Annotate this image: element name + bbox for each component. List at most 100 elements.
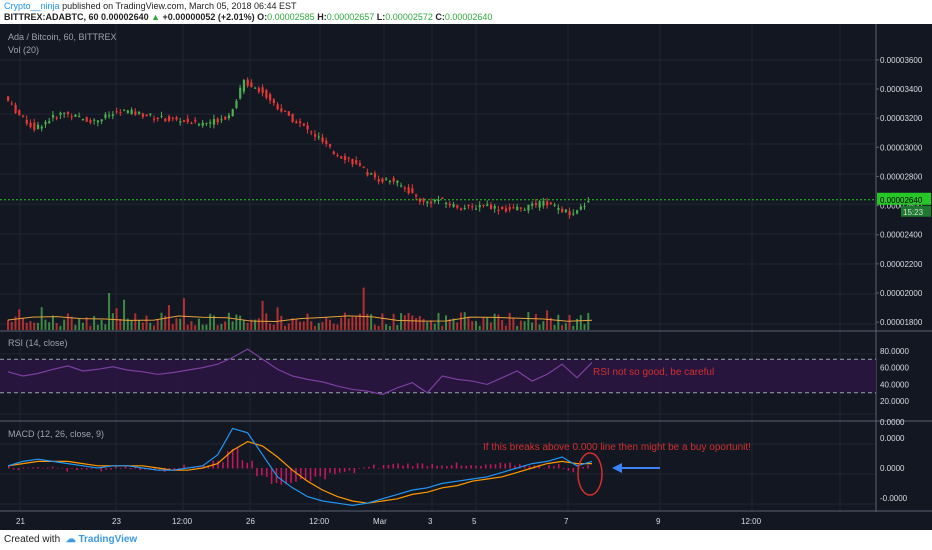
volume-bar [291,318,294,330]
author-link[interactable]: Crypto__ninja [4,1,60,11]
main-pane-title: Ada / Bitcoin, 60, BITTREX [8,32,117,42]
volume-bar [190,321,193,330]
volume-bar [486,317,489,330]
candle-body [516,206,519,211]
volume-bar [366,313,369,330]
candle-body [44,121,47,125]
time-tick-label: 12:00 [309,517,330,526]
candle-body [519,207,523,209]
macd-histogram-bar [42,467,44,469]
volume-bar [59,325,62,330]
candle-body [433,199,436,202]
price-tick-label: 0.00002800 [880,172,923,181]
macd-histogram-bar [129,468,132,470]
macd-histogram-bar [192,467,195,469]
open-label: O: [257,12,268,22]
candle-body [366,171,369,176]
low-value: 0.00002572 [385,12,433,22]
time-tick-label: 3 [428,517,433,526]
volume-bar [55,322,58,330]
macd-histogram-bar [231,448,234,469]
candle-body [392,177,395,182]
macd-histogram-bar [407,463,409,469]
volume-bar [325,317,328,330]
candle-body [381,178,384,182]
volume-bar [7,319,9,330]
macd-histogram-bar [183,464,185,469]
macd-histogram-bar [12,468,15,470]
quote-line: BITTREX:ADABTC, 60 0.00002640 ▲ +0.00000… [4,12,492,22]
candle-body [336,155,339,157]
volume-bar [156,319,159,330]
candle-body [579,206,582,210]
volume-bar [126,318,129,330]
candle-body [557,208,560,210]
candle-body [272,99,275,104]
volume-bar [66,313,69,330]
candle-body [448,203,451,206]
candle-body [201,122,204,126]
candle-body [254,87,257,89]
macd-histogram-bar [446,465,448,469]
candle-body [411,188,414,193]
macd-pane-title: MACD (12, 26, close, 9) [8,429,104,439]
macd-histogram-bar [465,465,468,469]
candle-body [220,119,223,121]
candle-body [418,198,421,202]
candle-body [587,201,590,203]
volume-bar [564,323,567,330]
macd-histogram-bar [173,468,176,470]
candle-body [93,119,96,121]
macd-histogram-bar [37,466,39,469]
macd-histogram-bar [22,467,25,469]
volume-bar [224,321,227,330]
macd-histogram-bar [489,464,492,469]
volume-bar [201,324,204,330]
volume-bar [220,323,223,330]
tradingview-brand[interactable]: TradingView [78,534,138,545]
candle-body [130,109,133,115]
volume-bar [246,322,249,330]
price-tick-label: 0.00003200 [880,114,923,123]
candle-body [209,122,212,124]
candle-body [81,118,85,120]
open-value: 0.00002585 [267,12,315,22]
chart-background [0,24,932,530]
candle-body [246,79,249,86]
candle-body [388,181,392,183]
high-value: 0.00002657 [326,12,375,22]
candle-body [141,113,144,117]
macd-histogram-bar [421,463,424,469]
chart-footer: Created with ☁ TradingView [0,530,932,550]
last-price-label: 0.00002640 [880,196,923,205]
volume-bar [280,315,283,330]
macd-histogram-bar [66,468,68,472]
volume-bar [36,322,39,330]
time-tick-label: 7 [564,517,569,526]
rsi-tick-label: 60.0000 [880,364,909,373]
candle-body [583,206,586,208]
candle-body [542,201,545,206]
volume-bar [239,315,242,330]
volume-bar [44,319,47,330]
candle-body [445,202,448,204]
volume-bar [445,315,447,330]
candle-body [486,204,489,206]
candle-body [108,115,111,117]
volume-bar [302,321,305,330]
macd-histogram-bar [202,465,205,469]
volume-bar [351,316,354,330]
macd-histogram-bar [377,467,380,469]
change-arrow-icon: ▲ [151,12,161,22]
volume-bar [546,310,549,330]
candle-body [284,110,287,112]
close-value: 0.00002640 [444,12,493,22]
macd-histogram-bar [499,462,502,469]
volume-bar [340,317,343,330]
volume-bar [534,314,537,330]
volume-bar [508,312,511,330]
macd-histogram-bar [538,464,541,469]
chart-canvas[interactable]: 0.00003600 0.00003400 0.00003200 0.00003000… [0,24,932,530]
volume-bar [516,325,519,330]
candle-body [21,115,25,117]
